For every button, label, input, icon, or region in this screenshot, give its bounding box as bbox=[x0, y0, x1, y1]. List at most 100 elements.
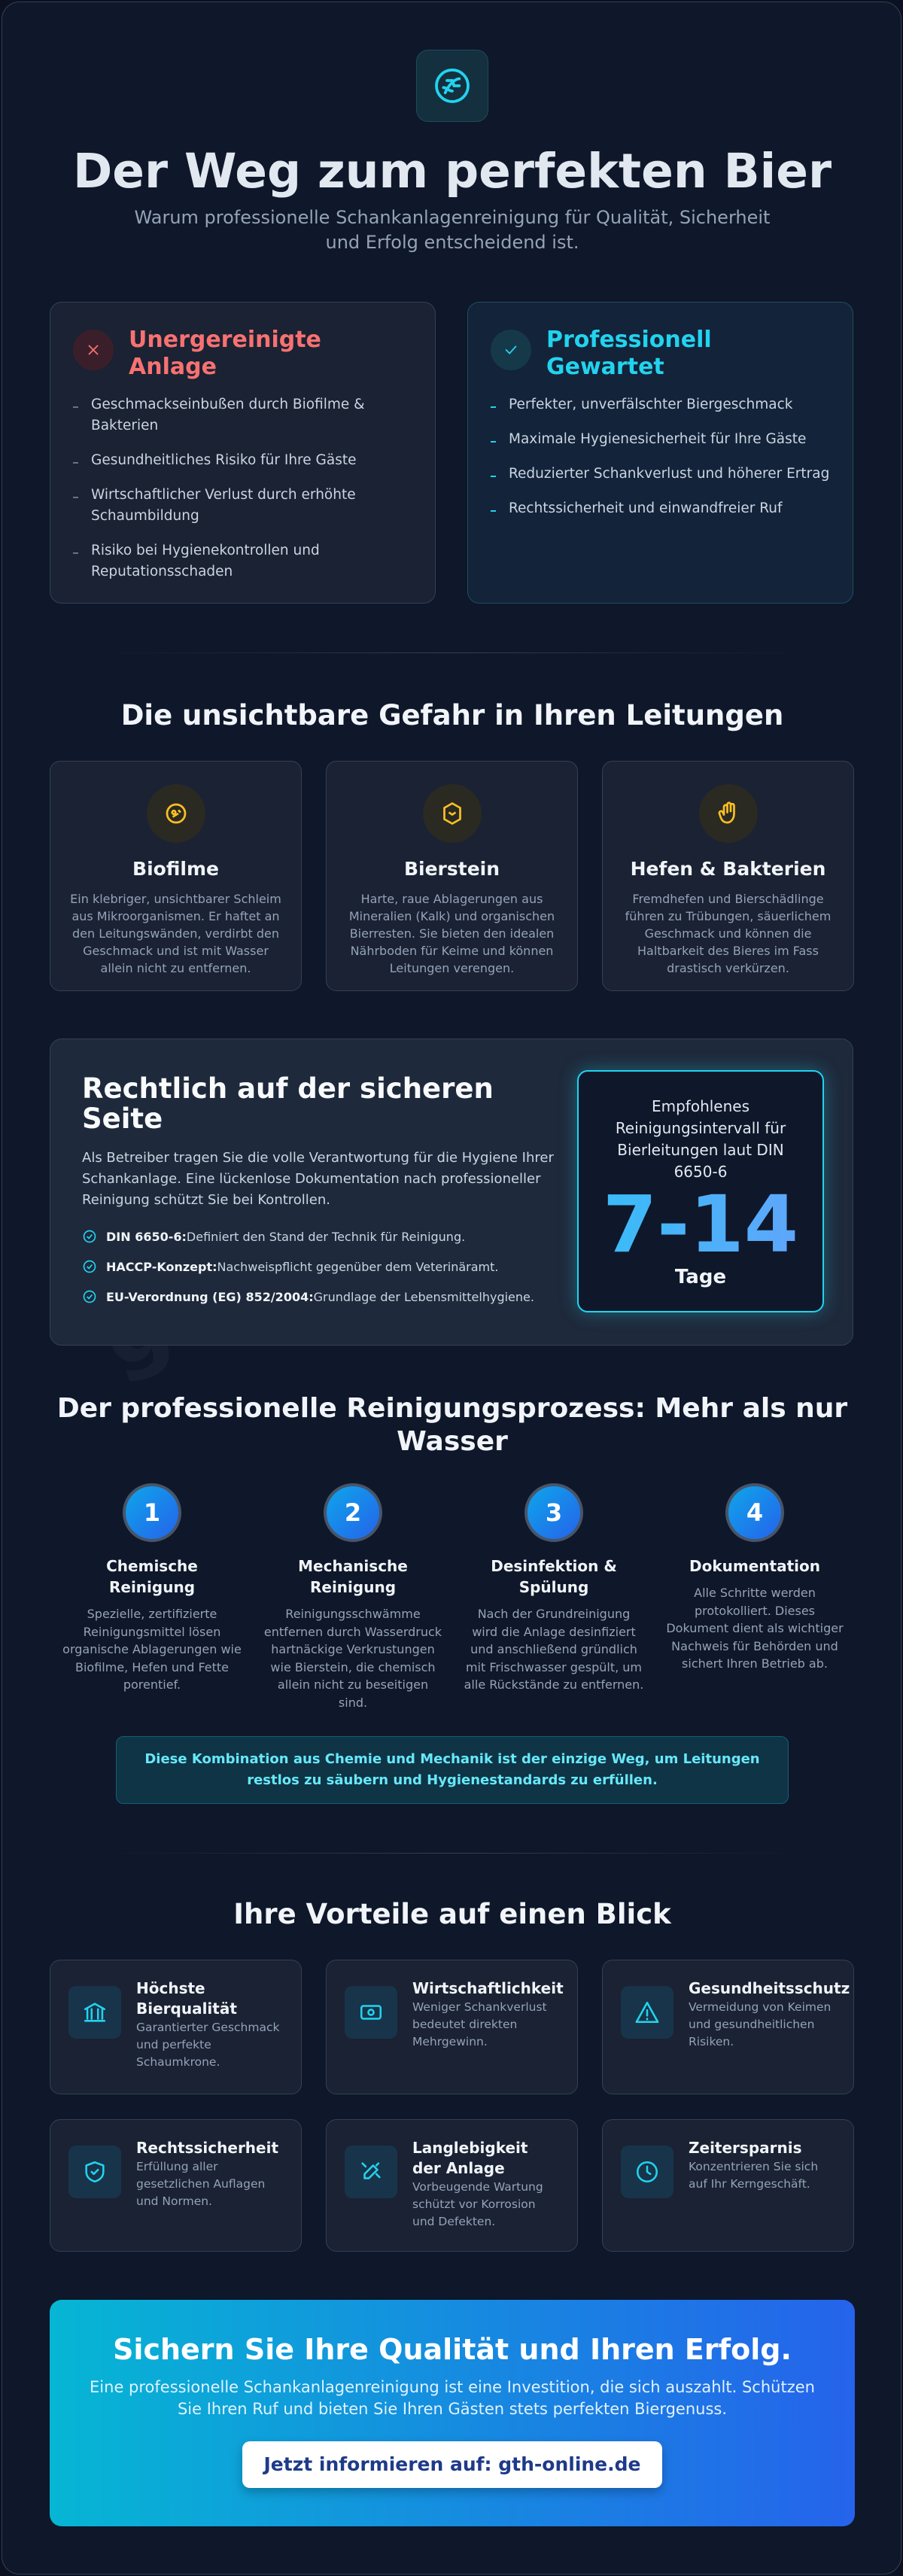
comparison-item: Reduzierter Schankverlust und höherer Er… bbox=[491, 464, 830, 485]
check-icon bbox=[83, 1290, 96, 1303]
cta-text: Eine professionelle Schankanlagenreinigu… bbox=[90, 2378, 815, 2418]
comparison-title: Unergereinigte Anlage bbox=[129, 327, 321, 380]
comparison-item: Perfekter, unverfälschter Biergeschmack bbox=[491, 394, 830, 415]
circle bbox=[367, 2009, 375, 2016]
svg bbox=[88, 345, 99, 355]
danger-icon bbox=[146, 784, 205, 843]
benefit-card: Höchste Bierqualität Garantierter Geschm… bbox=[50, 1960, 302, 2094]
danger-card: Bierstein Harte, raue Ablagerungen aus M… bbox=[326, 761, 578, 991]
benefit-body: Rechtssicherheit Erfüllung aller gesetzl… bbox=[136, 2138, 283, 2210]
benefit-title: Rechtssicherheit bbox=[136, 2139, 279, 2157]
benefit-text: Vermeidung von Keimen und gesundheitlich… bbox=[689, 2000, 832, 2048]
comparison-card: Unergereinigte Anlage Geschmackseinbußen… bbox=[50, 302, 436, 604]
span: DIN 6650-6:Definiert den Stand der Techn… bbox=[106, 1230, 465, 1244]
danger-icon bbox=[698, 784, 758, 843]
comparison-icon bbox=[491, 330, 531, 370]
benefit-icon bbox=[68, 2146, 121, 2198]
span: EU-Verordnung (EG) 852/2004:Grundlage de… bbox=[106, 1290, 534, 1304]
legal-item-label: EU-Verordnung (EG) 852/2004: bbox=[106, 1289, 314, 1304]
path bbox=[635, 2001, 659, 2024]
comparison-item: Rechtssicherheit und einwandfreier Ruf bbox=[491, 498, 830, 519]
legal-item: DIN 6650-6:Definiert den Stand der Techn… bbox=[82, 1229, 594, 1244]
benefit-title: Zeitersparnis bbox=[689, 2139, 802, 2157]
process-step: 4 Dokumentation Alle Schritte werden pro… bbox=[664, 1483, 845, 1673]
path bbox=[442, 801, 461, 826]
path bbox=[87, 1294, 93, 1300]
benefit-body: Höchste Bierqualität Garantierter Geschm… bbox=[136, 1978, 283, 2071]
danger-card: Hefen & Bakterien Fremdhefen und Biersch… bbox=[602, 761, 854, 991]
section-title: Der professionelle Reinigungsprozess: Me… bbox=[56, 1393, 848, 1457]
step-text: Alle Schritte werden protokolliert. Dies… bbox=[666, 1586, 844, 1671]
step-title: Dokumentation bbox=[689, 1557, 820, 1575]
benefit-body: Gesundheitsschutz Vermeidung von Keimen … bbox=[689, 1978, 850, 2051]
svg bbox=[718, 801, 735, 824]
legal-item-text: Nachweispflicht gegenüber dem Veterinära… bbox=[217, 1259, 499, 1274]
check-icon bbox=[83, 1230, 96, 1243]
comparison-list: Geschmackseinbußen durch Biofilme & Bakt… bbox=[73, 394, 412, 582]
svg bbox=[636, 2161, 658, 2183]
recommendation-value: 7-14 bbox=[597, 1183, 804, 1266]
step-title: Chemische Reinigung bbox=[106, 1557, 198, 1596]
comparison-item: Gesundheitliches Risiko für Ihre Gäste bbox=[73, 450, 412, 471]
path bbox=[361, 2162, 381, 2179]
logo-icon bbox=[435, 68, 470, 103]
danger-text: Ein klebriger, unsichtbarer Schleim aus … bbox=[70, 892, 281, 975]
comparison-item: Geschmackseinbußen durch Biofilme & Bakt… bbox=[73, 394, 412, 436]
step-number: 1 bbox=[123, 1483, 181, 1542]
process-step: 3 Desinfektion & Spülung Nach der Grundr… bbox=[464, 1483, 644, 1694]
recommendation-unit: Tage bbox=[674, 1266, 727, 1288]
benefit-body: Langlebigkeit der Anlage Vorbeugende War… bbox=[412, 2138, 559, 2231]
legal-item-label: DIN 6650-6: bbox=[106, 1229, 187, 1244]
benefit-icon bbox=[68, 1986, 121, 2039]
benefit-card: Rechtssicherheit Erfüllung aller gesetzl… bbox=[50, 2119, 302, 2252]
path bbox=[172, 809, 181, 818]
benefit-card: Zeitersparnis Konzentrieren Sie sich auf… bbox=[602, 2119, 854, 2252]
circle bbox=[166, 803, 186, 824]
step-text: Reinigungsschwämme entfernen durch Wasse… bbox=[263, 1607, 442, 1710]
path bbox=[718, 801, 735, 824]
danger-text: Fremdhefen und Bierschädlinge führen zu … bbox=[625, 892, 832, 975]
legal-text: Als Betreiber tragen Sie die volle Veran… bbox=[82, 1150, 554, 1208]
benefit-text: Erfüllung aller gesetzlichen Auflagen un… bbox=[136, 2160, 266, 2208]
comparison-header: Unergereinigte Anlage bbox=[73, 327, 412, 381]
step-number: 2 bbox=[324, 1483, 382, 1542]
circle bbox=[83, 1290, 96, 1303]
step-title: Mechanische Reinigung bbox=[298, 1557, 408, 1596]
path bbox=[442, 77, 461, 95]
danger-title: Biofilme bbox=[132, 858, 219, 880]
comparison-title: Professionell Gewartet bbox=[546, 327, 712, 380]
step-number: 3 bbox=[524, 1483, 583, 1542]
cta-box: Sichern Sie Ihre Qualität und Ihren Erfo… bbox=[50, 2300, 855, 2526]
danger-title: Bierstein bbox=[403, 858, 500, 880]
step-title: Desinfektion & Spülung bbox=[491, 1557, 617, 1596]
legal-box: Rechtlich auf der sicheren Seite Als Bet… bbox=[50, 1039, 853, 1346]
step-number: 4 bbox=[725, 1483, 784, 1542]
svg bbox=[635, 2001, 659, 2024]
circle bbox=[636, 2161, 658, 2183]
benefit-icon bbox=[345, 1986, 397, 2039]
danger-text: Harte, raue Ablagerungen aus Mineralien … bbox=[348, 892, 555, 975]
cta-button[interactable]: Jetzt informieren auf: gth-online.de bbox=[242, 2441, 662, 2488]
process-step: 1 Chemische Reinigung Spezielle, zertifi… bbox=[62, 1483, 242, 1694]
comparison-list: Perfekter, unverfälschter Biergeschmack M… bbox=[491, 394, 830, 519]
rect bbox=[360, 2005, 382, 2020]
divider bbox=[100, 1853, 804, 1854]
danger-title: Hefen & Bakterien bbox=[630, 858, 826, 880]
main-title: Der Weg zum perfekten Bier bbox=[72, 144, 832, 199]
svg bbox=[505, 345, 517, 354]
path bbox=[88, 345, 99, 355]
recommendation-box: Empfohlenes Reinigungsintervall für Bier… bbox=[577, 1070, 824, 1312]
benefit-icon bbox=[621, 1986, 673, 2039]
benefit-text: Weniger Schankverlust bedeutet direkten … bbox=[412, 2000, 547, 2048]
benefit-text: Vorbeugende Wartung schützt vor Korrosio… bbox=[412, 2180, 543, 2228]
path bbox=[90, 2168, 99, 2176]
section-title: Ihre Vorteile auf einen Blick bbox=[233, 1898, 671, 1930]
comparison-card: Professionell Gewartet Perfekter, unverf… bbox=[467, 302, 853, 604]
divider bbox=[100, 652, 804, 653]
benefit-title: Langlebigkeit der Anlage bbox=[412, 2139, 528, 2177]
path bbox=[505, 345, 517, 354]
process-note: Diese Kombination aus Chemie und Mechani… bbox=[116, 1736, 789, 1804]
subtitle: Warum professionelle Schankanlagenreinig… bbox=[134, 207, 771, 253]
benefit-title: Höchste Bierqualität bbox=[136, 1979, 237, 2018]
